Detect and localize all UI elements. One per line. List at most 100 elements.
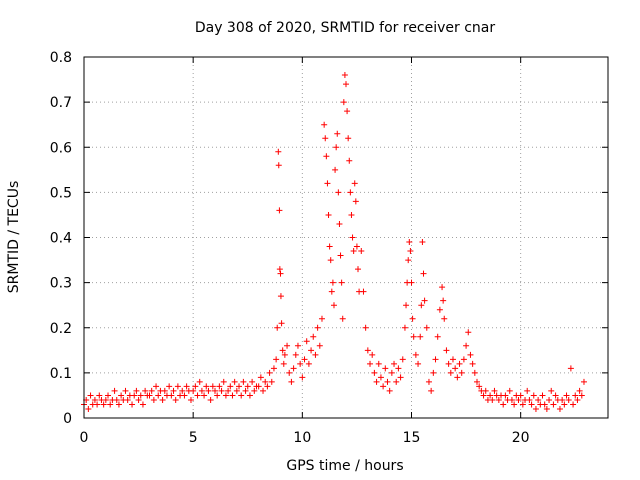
data-point — [107, 401, 114, 408]
data-point — [344, 108, 351, 115]
data-point — [410, 333, 417, 340]
data-point — [371, 369, 378, 376]
data-point — [445, 360, 452, 367]
data-point — [148, 387, 155, 394]
data-point — [506, 387, 513, 394]
data-point — [322, 135, 329, 142]
data-point — [249, 378, 256, 385]
data-point — [303, 338, 310, 345]
data-point — [194, 392, 201, 399]
data-point — [348, 211, 355, 218]
data-point — [428, 387, 435, 394]
data-point — [231, 378, 238, 385]
y-tick-label: 0.2 — [50, 321, 72, 337]
chart-title: Day 308 of 2020, SRMTID for receiver cna… — [195, 20, 496, 36]
data-point — [301, 356, 308, 363]
data-point — [299, 374, 306, 381]
data-point — [532, 405, 539, 412]
data-point — [539, 392, 546, 399]
data-point — [550, 401, 557, 408]
data-point — [489, 396, 496, 403]
data-points — [81, 72, 587, 412]
data-point — [133, 387, 140, 394]
axis-ticks — [83, 56, 608, 419]
data-point — [240, 378, 247, 385]
data-point — [324, 180, 331, 187]
data-point — [559, 396, 566, 403]
data-point — [297, 360, 304, 367]
data-point — [268, 378, 275, 385]
data-point — [242, 387, 249, 394]
data-point — [335, 189, 342, 196]
data-point — [124, 396, 131, 403]
data-point — [526, 396, 533, 403]
data-point — [105, 392, 112, 399]
data-point — [574, 396, 581, 403]
data-point — [91, 396, 98, 403]
data-point — [362, 324, 369, 331]
data-point — [454, 374, 461, 381]
data-point — [419, 239, 426, 246]
data-point — [471, 369, 478, 376]
data-point — [118, 392, 125, 399]
data-point — [225, 387, 232, 394]
data-point — [142, 387, 149, 394]
data-point — [330, 302, 337, 309]
data-point — [345, 135, 352, 142]
y-tick-label: 0.8 — [50, 50, 72, 66]
data-point — [312, 351, 319, 358]
data-point — [153, 383, 160, 390]
data-point — [440, 297, 447, 304]
data-point — [212, 387, 218, 394]
data-point — [294, 342, 301, 349]
data-point — [441, 315, 448, 322]
data-point — [360, 288, 367, 295]
data-point — [146, 392, 153, 399]
data-point — [511, 401, 518, 408]
data-point — [181, 392, 188, 399]
data-point — [469, 360, 476, 367]
data-point — [563, 392, 570, 399]
data-point — [280, 360, 287, 367]
data-point — [578, 392, 585, 399]
data-point — [399, 356, 406, 363]
data-point — [364, 347, 371, 354]
data-point — [401, 324, 408, 331]
data-point — [476, 383, 483, 390]
data-point — [326, 243, 333, 250]
data-point — [244, 383, 251, 390]
data-point — [491, 387, 498, 394]
data-point — [500, 401, 507, 408]
data-point — [276, 266, 283, 273]
data-point — [129, 401, 136, 408]
data-point — [102, 396, 109, 403]
data-point — [375, 360, 382, 367]
data-point — [85, 405, 92, 412]
data-point — [572, 392, 579, 399]
data-point — [565, 396, 572, 403]
data-point — [100, 401, 107, 408]
data-point — [257, 374, 264, 381]
data-point — [161, 387, 168, 394]
data-point — [281, 351, 288, 358]
data-point — [543, 405, 550, 412]
data-point — [251, 387, 258, 394]
data-point — [131, 392, 138, 399]
data-point — [279, 347, 286, 354]
data-point — [434, 333, 441, 340]
data-point — [391, 360, 398, 367]
data-point — [439, 284, 446, 291]
data-point — [275, 148, 282, 155]
data-point — [115, 401, 122, 408]
data-point — [275, 162, 282, 169]
data-point — [286, 369, 293, 376]
data-point — [460, 356, 467, 363]
data-point — [327, 257, 334, 264]
data-point — [420, 270, 427, 277]
data-point — [337, 252, 344, 259]
data-point — [425, 378, 432, 385]
data-point — [329, 279, 336, 286]
data-point — [482, 387, 489, 394]
data-point — [183, 383, 190, 390]
